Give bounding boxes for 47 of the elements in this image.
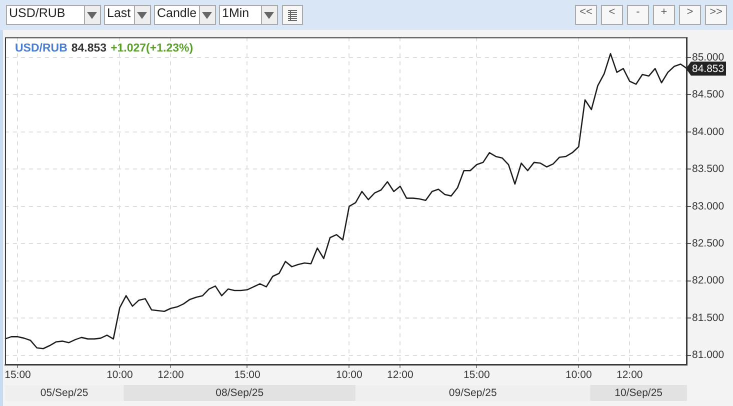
button[interactable]: >: [679, 5, 701, 25]
y-tick-label: 82.500: [692, 237, 724, 250]
button[interactable]: <: [601, 5, 623, 25]
dropdown[interactable]: USD/RUB: [6, 5, 101, 25]
dropdown[interactable]: Candle: [154, 5, 216, 25]
y-tick-label: 81.500: [692, 312, 724, 324]
x-tick-label: 15:00: [4, 369, 32, 382]
y-tick-label: 85.000: [692, 51, 724, 64]
y-tick-label: 81.000: [692, 349, 724, 362]
y-tick-label: 83.500: [692, 163, 724, 176]
button[interactable]: +: [653, 5, 675, 25]
button[interactable]: -: [627, 5, 649, 25]
button-label: <: [608, 6, 616, 18]
dropdown[interactable]: Last: [104, 5, 151, 25]
x-tick-label: 12:00: [387, 369, 414, 382]
button-label: >>: [708, 6, 724, 18]
text: 84.853: [692, 62, 724, 75]
button-label: >: [686, 6, 694, 18]
y-tick-label: 82.000: [692, 274, 724, 287]
button[interactable]: >>: [705, 5, 727, 25]
x-tick-label: 10:00: [106, 369, 134, 382]
annotation: 84.853: [71, 42, 107, 54]
button[interactable]: <<: [575, 5, 597, 25]
x-tick-label: 15:00: [234, 369, 260, 382]
chart-title: USD/RUB: [15, 42, 68, 54]
dropdown-label: Last: [107, 6, 131, 20]
button-label: +: [660, 6, 668, 18]
button-label: -: [635, 6, 641, 18]
text: 09/Sep/25: [448, 386, 497, 399]
dropdown-label: Candle: [157, 6, 197, 20]
dropdown-label: 1Min: [222, 6, 250, 20]
x-tick-label: 10:00: [566, 369, 592, 382]
x-tick-label: 10:00: [336, 369, 362, 382]
y-tick-label: 84.500: [692, 88, 724, 101]
button[interactable]: [282, 5, 303, 25]
dropdown[interactable]: 1Min: [219, 5, 278, 25]
text: 08/Sep/25: [216, 386, 264, 399]
x-tick-label: 12:00: [158, 369, 184, 382]
x-tick-label: 15:00: [464, 369, 490, 382]
text: 10/Sep/25: [614, 386, 663, 399]
dropdown-label: USD/RUB: [9, 6, 66, 20]
text: 05/Sep/25: [40, 386, 88, 399]
annotation: +1.027(+1.23%): [110, 42, 194, 54]
button-label: <<: [578, 6, 594, 18]
x-tick-label: 12:00: [616, 369, 643, 382]
y-tick-label: 83.000: [692, 200, 724, 212]
y-tick-label: 84.000: [692, 126, 724, 138]
